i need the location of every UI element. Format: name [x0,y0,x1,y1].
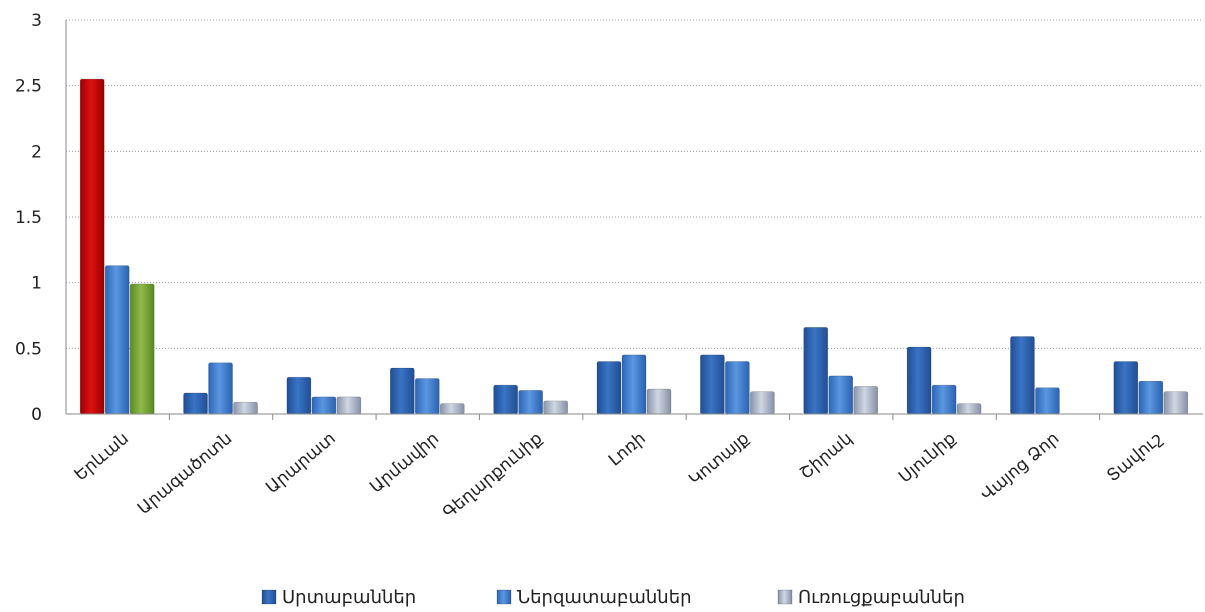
x-tick-label: Սյունիք [895,429,960,488]
bar-srtabanner [596,361,622,415]
legend-swatch [496,589,512,605]
bar-nerzatabanner [518,390,543,415]
y-tick-label: 1.5 [15,208,42,228]
x-tick-label: Երևան [71,429,133,486]
bar-srtabanner [906,346,932,415]
bar-srtabanner [803,327,829,415]
bar-nerzatabanner [104,265,130,415]
bar-srtabanner [286,376,312,415]
bar-nerzatabanner [208,362,233,415]
gridlines [66,19,1203,349]
bar-uruckabanner [129,283,155,415]
bar-nerzatabanner [1138,380,1164,415]
bar-srtabanner [183,392,208,415]
bar-nerzatabanner [311,396,337,415]
bar-uruckabanner [853,386,879,415]
x-tick-label: Արագածոտն [134,429,236,519]
bar-uruckabanner [956,403,982,415]
x-tick-label: Տավուշ [1103,429,1166,487]
legend-label: Ուռուցքաբաններ [798,587,965,608]
bar-uruckabanner [439,403,465,415]
legend-swatch [261,589,277,605]
y-tick-label: 1 [31,274,42,294]
legend: Սրտաբաններ Ներզատաբաններ Ուռուցքաբաններ [261,587,965,608]
bars [79,78,1189,415]
legend-label: Սրտաբաններ [282,587,416,608]
bar-uruckabanner [646,388,672,415]
bar-nerzatabanner [414,378,440,415]
bar-uruckabanner [336,396,362,415]
bar-uruckabanner [233,401,258,415]
axes [65,20,1203,420]
x-tick-label: Շիրակ [796,429,856,484]
y-axis-ticks: 0 0.5 1 1.5 2 2.5 3 [15,11,42,425]
legend-label: Ներզատաբաններ [517,587,692,608]
bar-srtabanner [1010,336,1035,415]
x-tick-label: Արմավիր [366,429,443,498]
x-tick-label: Վայոց Ձոր [977,429,1063,506]
x-tick-label: Գեղարքունիք [439,429,546,523]
bar-srtabanner [493,384,518,415]
y-tick-label: 0.5 [15,339,42,359]
bar-uruckabanner [1163,391,1189,415]
x-tick-label: Արարատ [262,429,339,498]
legend-swatch [777,589,793,605]
bar-uruckabanner [543,400,568,415]
y-tick-label: 2 [31,142,42,162]
bar-nerzatabanner [725,361,750,415]
y-tick-label: 2.5 [15,77,42,97]
y-tick-label: 3 [31,11,42,31]
bar-srtabanner [79,78,105,415]
y-tick-label: 0 [31,405,42,425]
bar-srtabanner [389,367,415,415]
bar-nerzatabanner [1035,387,1060,415]
bar-nerzatabanner [621,354,647,415]
bar-uruckabanner [750,391,775,415]
bar-srtabanner [700,354,725,415]
bar-nerzatabanner [931,384,957,415]
bar-srtabanner [1113,361,1139,415]
x-tick-label: Լոռի [605,429,650,471]
bar-nerzatabanner [828,375,854,415]
x-tick-label: Կոտայք [685,429,753,490]
